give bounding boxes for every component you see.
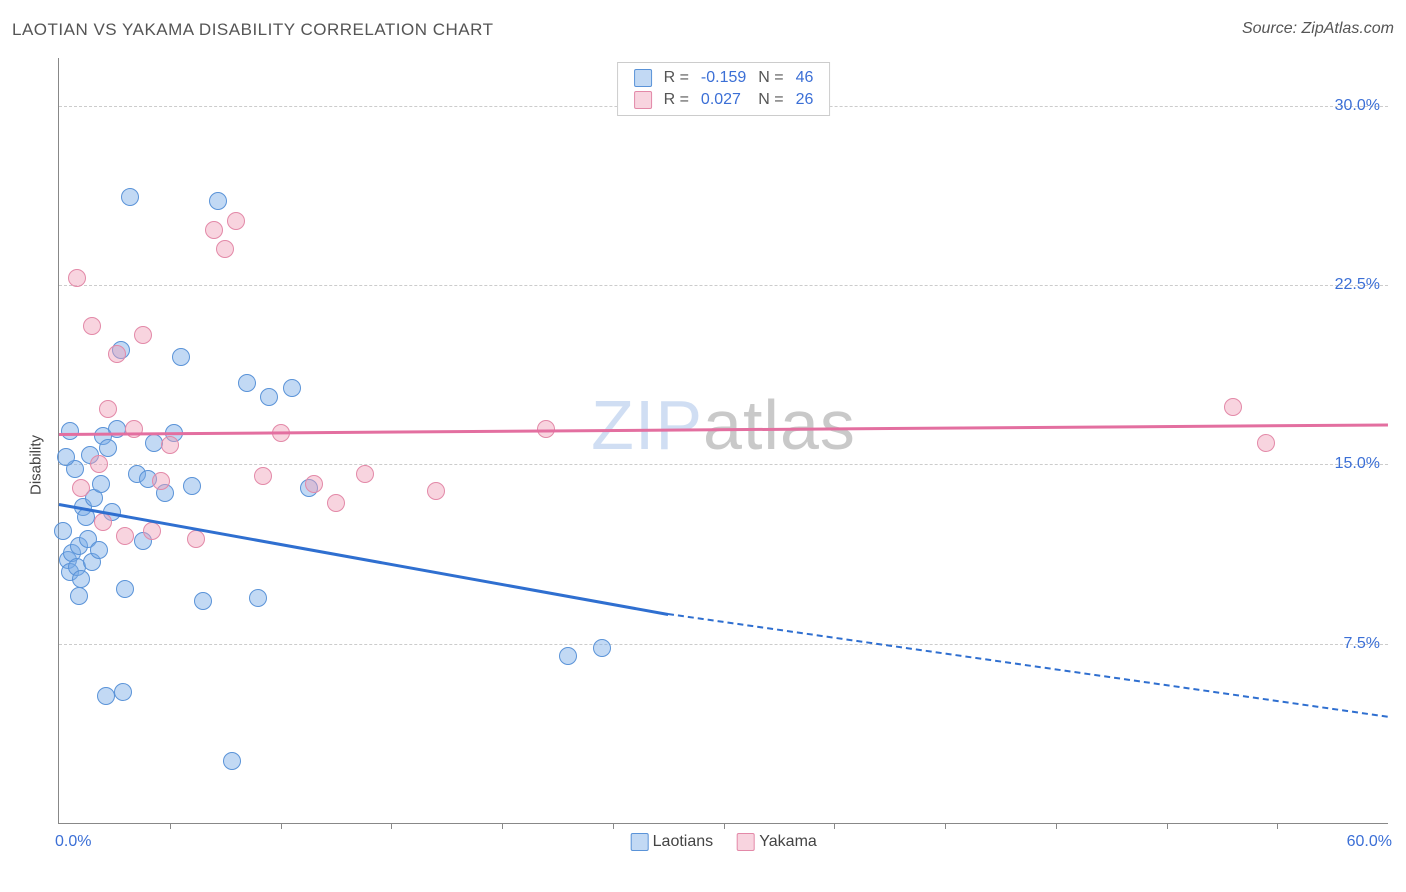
scatter-point (205, 221, 223, 239)
scatter-point (238, 374, 256, 392)
scatter-point (209, 192, 227, 210)
x-tick (502, 823, 503, 829)
y-tick-label: 7.5% (1344, 635, 1380, 653)
scatter-point (327, 494, 345, 512)
gridline (59, 285, 1388, 286)
scatter-point (83, 317, 101, 335)
scatter-point (249, 589, 267, 607)
scatter-point (183, 477, 201, 495)
scatter-point (54, 522, 72, 540)
scatter-point (57, 448, 75, 466)
scatter-point (194, 592, 212, 610)
scatter-point (283, 379, 301, 397)
x-tick (724, 823, 725, 829)
legend-r-label: R = (658, 67, 695, 89)
x-tick (281, 823, 282, 829)
scatter-point (593, 639, 611, 657)
watermark-atlas: atlas (703, 386, 856, 464)
x-min-label: 0.0% (55, 833, 91, 851)
legend-series-item: Laotians (630, 833, 713, 850)
gridline (59, 464, 1388, 465)
scatter-point (68, 269, 86, 287)
scatter-point (152, 472, 170, 490)
legend-series-label: Yakama (759, 833, 817, 850)
x-tick (945, 823, 946, 829)
legend-swatch (737, 833, 755, 851)
x-max-label: 60.0% (1347, 833, 1392, 851)
chart-header: LAOTIAN VS YAKAMA DISABILITY CORRELATION… (12, 20, 1394, 50)
trend-line (59, 503, 669, 615)
scatter-point (143, 522, 161, 540)
scatter-point (187, 530, 205, 548)
scatter-point (216, 240, 234, 258)
scatter-point (90, 541, 108, 559)
legend-series-label: Laotians (653, 833, 714, 850)
scatter-point (172, 348, 190, 366)
trend-line-dashed (668, 613, 1388, 718)
x-tick (170, 823, 171, 829)
plot-area: ZIPatlas R =-0.159N =46R =0.027N =26 Lao… (58, 58, 1388, 824)
scatter-point (72, 570, 90, 588)
y-tick-label: 15.0% (1335, 455, 1380, 473)
chart-title: LAOTIAN VS YAKAMA DISABILITY CORRELATION… (12, 20, 494, 39)
legend-swatch (634, 69, 652, 87)
scatter-point (108, 345, 126, 363)
scatter-point (70, 587, 88, 605)
scatter-point (116, 527, 134, 545)
watermark: ZIPatlas (591, 385, 856, 465)
legend-series-item: Yakama (737, 833, 817, 850)
scatter-point (92, 475, 110, 493)
legend-stats: R =-0.159N =46R =0.027N =26 (617, 62, 831, 116)
legend-stats-row: R =0.027N =26 (628, 89, 820, 111)
scatter-point (99, 400, 117, 418)
x-tick (1167, 823, 1168, 829)
scatter-point (227, 212, 245, 230)
scatter-point (1224, 398, 1242, 416)
scatter-point (305, 475, 323, 493)
gridline (59, 644, 1388, 645)
y-axis-label: Disability (28, 435, 45, 495)
legend-swatch (630, 833, 648, 851)
scatter-point (116, 580, 134, 598)
scatter-point (559, 647, 577, 665)
chart-container: Disability ZIPatlas R =-0.159N =46R =0.0… (12, 58, 1394, 872)
legend-r-value: -0.159 (695, 67, 752, 89)
scatter-point (99, 439, 117, 457)
scatter-point (90, 455, 108, 473)
scatter-point (121, 188, 139, 206)
legend-n-label: N = (752, 67, 789, 89)
scatter-point (356, 465, 374, 483)
legend-r-value: 0.027 (695, 89, 752, 111)
trend-line (59, 424, 1388, 436)
legend-n-value: 26 (790, 89, 820, 111)
scatter-point (260, 388, 278, 406)
scatter-point (223, 752, 241, 770)
scatter-point (254, 467, 272, 485)
legend-swatch (634, 91, 652, 109)
y-tick-label: 30.0% (1335, 97, 1380, 115)
legend-n-value: 46 (790, 67, 820, 89)
scatter-point (427, 482, 445, 500)
x-tick (1056, 823, 1057, 829)
scatter-point (72, 479, 90, 497)
y-tick-label: 22.5% (1335, 276, 1380, 294)
scatter-point (61, 422, 79, 440)
scatter-point (94, 513, 112, 531)
legend-n-label: N = (752, 89, 789, 111)
watermark-zip: ZIP (591, 386, 703, 464)
legend-stats-row: R =-0.159N =46 (628, 67, 820, 89)
x-tick (391, 823, 392, 829)
chart-source: Source: ZipAtlas.com (1242, 20, 1394, 38)
scatter-point (134, 326, 152, 344)
x-tick (613, 823, 614, 829)
x-tick (1277, 823, 1278, 829)
scatter-point (161, 436, 179, 454)
legend-r-label: R = (658, 89, 695, 111)
scatter-point (114, 683, 132, 701)
scatter-point (97, 687, 115, 705)
legend-series: Laotians Yakama (618, 833, 829, 851)
scatter-point (1257, 434, 1275, 452)
x-tick (834, 823, 835, 829)
